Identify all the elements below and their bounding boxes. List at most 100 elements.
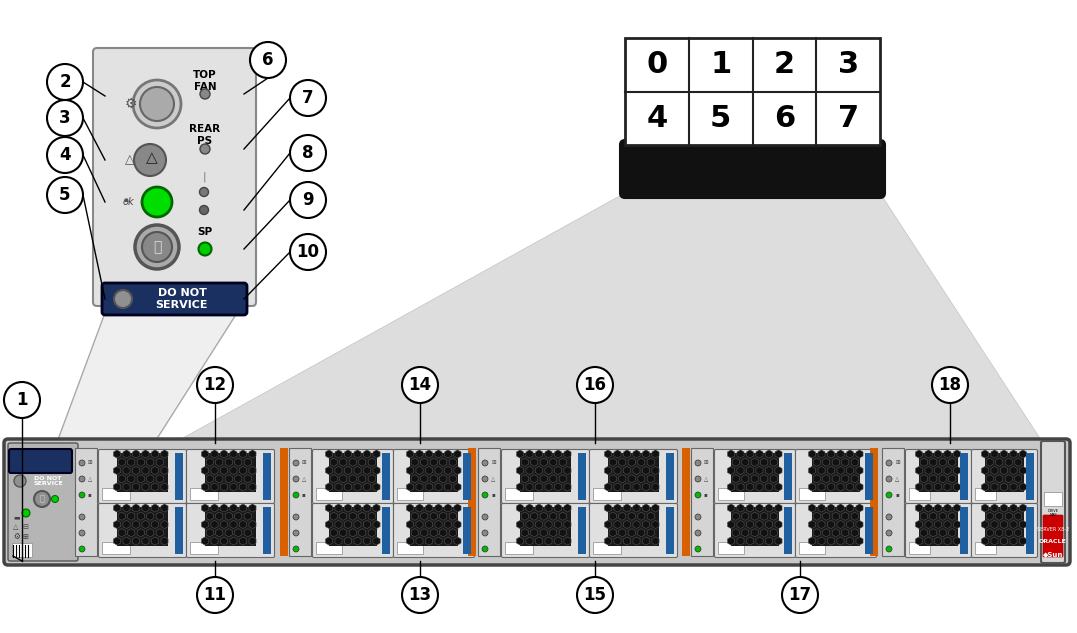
Text: DRIVE MAP: DRIVE MAP (674, 50, 830, 74)
Text: ▪: ▪ (704, 492, 708, 498)
Bar (682, 448, 690, 556)
Text: 9: 9 (303, 191, 313, 209)
Bar (799, 542, 825, 554)
Bar (397, 542, 423, 554)
Bar (870, 448, 878, 556)
Bar (784, 453, 792, 500)
Bar (463, 453, 471, 500)
Circle shape (4, 382, 40, 418)
FancyBboxPatch shape (1044, 492, 1062, 506)
Bar (12, 543, 32, 557)
Text: 14: 14 (408, 376, 432, 394)
Circle shape (250, 42, 286, 78)
Text: △: △ (895, 477, 899, 482)
Text: REAR
PS: REAR PS (190, 124, 221, 146)
Text: ⊞: ⊞ (895, 460, 899, 465)
Circle shape (52, 496, 58, 503)
Bar (985, 453, 1024, 492)
Bar (75, 448, 97, 556)
Circle shape (482, 460, 488, 466)
Circle shape (695, 530, 701, 536)
Bar (731, 507, 779, 546)
Text: 4: 4 (646, 104, 668, 133)
Text: 17: 17 (788, 586, 812, 604)
Bar (289, 448, 311, 556)
Bar (316, 542, 342, 554)
Bar (909, 488, 931, 500)
Circle shape (135, 225, 179, 269)
Text: △: △ (491, 477, 495, 482)
Circle shape (482, 514, 488, 520)
Circle shape (47, 137, 83, 173)
Circle shape (290, 234, 326, 270)
Text: 8: 8 (303, 144, 313, 162)
Bar (190, 488, 218, 500)
Bar (812, 507, 861, 546)
Circle shape (47, 177, 83, 213)
Circle shape (79, 476, 85, 482)
Text: ⊞: ⊞ (22, 534, 28, 540)
Bar (478, 448, 500, 556)
Text: 3: 3 (59, 109, 71, 127)
Bar (1026, 507, 1034, 554)
Text: TOP
FAN: TOP FAN (193, 70, 216, 92)
Bar (205, 453, 256, 492)
Bar (505, 488, 533, 500)
Circle shape (886, 546, 892, 552)
Bar (505, 542, 533, 554)
Circle shape (197, 367, 233, 403)
Bar (718, 542, 744, 554)
Circle shape (142, 232, 172, 262)
Circle shape (47, 100, 83, 136)
Circle shape (886, 514, 892, 520)
Bar (784, 507, 792, 554)
Text: ORACLE: ORACLE (1039, 539, 1067, 544)
Circle shape (79, 492, 85, 498)
Text: |: | (202, 172, 206, 182)
Text: 18: 18 (938, 376, 962, 394)
Text: ⚙: ⚙ (13, 532, 19, 541)
FancyBboxPatch shape (714, 503, 796, 558)
Circle shape (290, 80, 326, 116)
Circle shape (886, 476, 892, 482)
Text: ⊞: ⊞ (704, 460, 709, 465)
Text: 1: 1 (16, 391, 28, 409)
Bar (382, 507, 390, 554)
Text: 2: 2 (773, 50, 795, 79)
Text: ▪: ▪ (88, 492, 92, 498)
FancyBboxPatch shape (502, 449, 589, 503)
Text: 6: 6 (773, 104, 795, 133)
FancyBboxPatch shape (1043, 515, 1063, 557)
Text: ⊞: ⊞ (491, 460, 495, 465)
Text: ⊟: ⊟ (22, 524, 28, 530)
Circle shape (577, 367, 613, 403)
Circle shape (197, 577, 233, 613)
Circle shape (34, 491, 50, 507)
Text: △: △ (13, 524, 18, 530)
Text: △: △ (704, 477, 709, 482)
Text: ⊞: ⊞ (302, 460, 307, 465)
Text: ▪: ▪ (895, 492, 898, 498)
Bar (718, 488, 744, 500)
Bar (909, 542, 931, 554)
Text: 3: 3 (838, 50, 858, 79)
Text: ok: ok (123, 197, 135, 207)
FancyBboxPatch shape (714, 449, 796, 503)
Bar (666, 453, 674, 500)
Text: △: △ (125, 153, 135, 166)
Circle shape (114, 290, 132, 308)
Text: 0: 0 (646, 50, 668, 79)
FancyBboxPatch shape (393, 449, 475, 503)
Text: 7: 7 (303, 89, 313, 107)
Bar (960, 507, 968, 554)
FancyBboxPatch shape (620, 140, 885, 198)
Text: ▪: ▪ (123, 197, 128, 203)
Bar (919, 507, 959, 546)
Circle shape (482, 492, 488, 498)
Bar (190, 542, 218, 554)
FancyBboxPatch shape (8, 443, 78, 561)
Text: 13: 13 (408, 586, 432, 604)
Bar (397, 488, 423, 500)
Circle shape (482, 530, 488, 536)
Circle shape (142, 187, 172, 217)
